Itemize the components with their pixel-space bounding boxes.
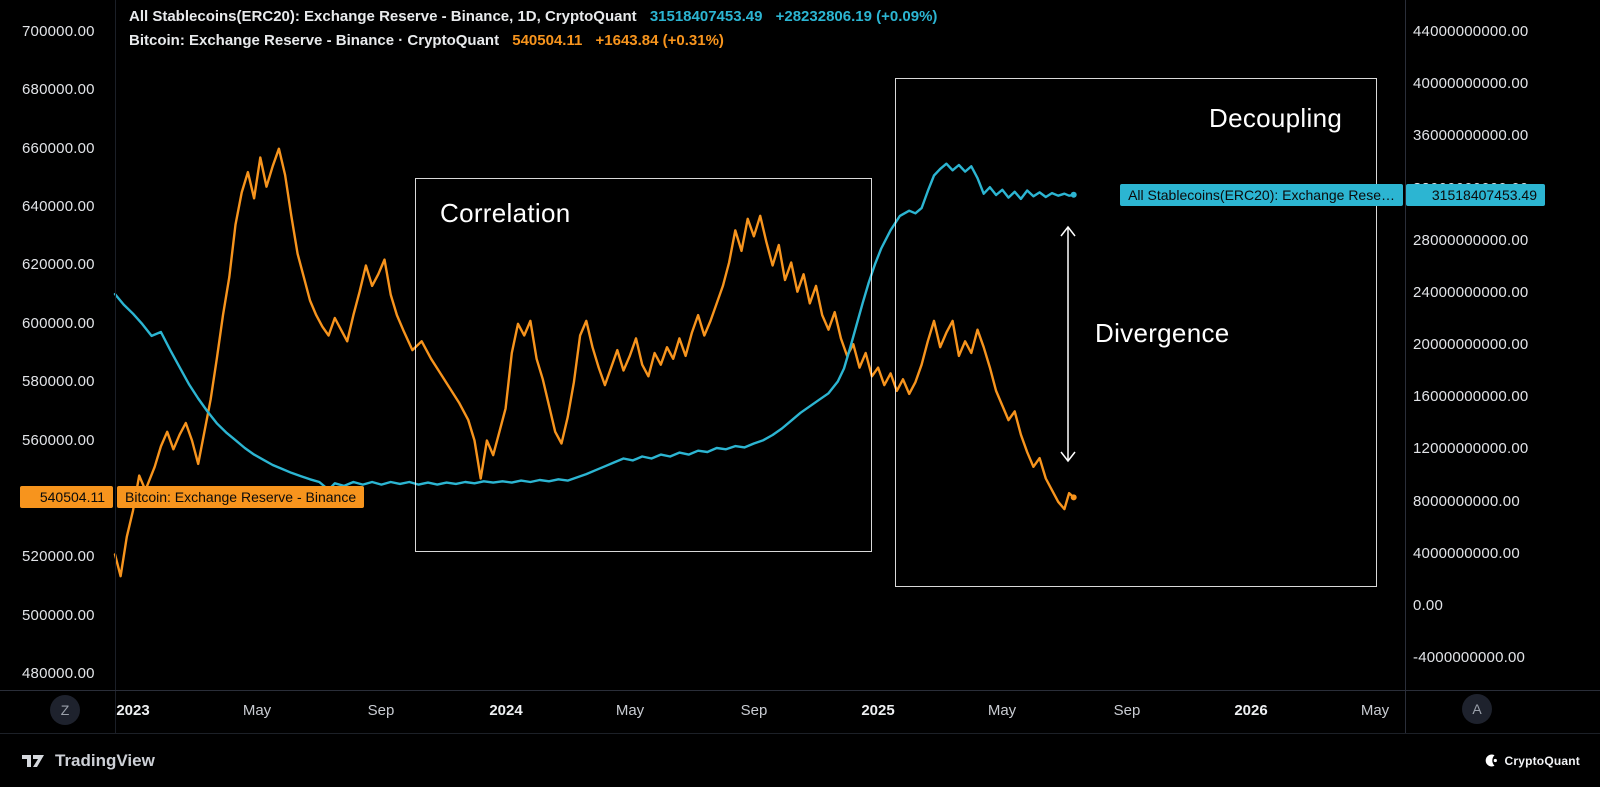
legend-title-stablecoins: All Stablecoins(ERC20): Exchange Reserve… — [129, 8, 637, 25]
legend: All Stablecoins(ERC20): Exchange Reserve… — [129, 5, 937, 53]
legend-row-stablecoins[interactable]: All Stablecoins(ERC20): Exchange Reserve… — [129, 5, 937, 29]
axis-tick-label: 16000000000.00 — [1413, 388, 1529, 405]
legend-change-stablecoins: +28232806.19 (+0.09%) — [775, 8, 938, 25]
axis-tick-label: 2023 — [116, 702, 150, 719]
axis-tick-label: 680000.00 — [22, 81, 95, 98]
time-axis[interactable]: 2023 May Sep 2024 May Sep 2025 May Sep 2026 May Z … — [0, 690, 1600, 734]
axis-tick-label: 2026 — [1234, 702, 1268, 719]
tradingview-icon — [22, 754, 44, 767]
divergence-arrow[interactable] — [1050, 222, 1086, 466]
legend-row-bitcoin[interactable]: Bitcoin: Exchange Reserve - Binance · Cr… — [129, 29, 937, 53]
axis-tick-label: 500000.00 — [22, 607, 95, 624]
axis-tick-label: 560000.00 — [22, 432, 95, 449]
plot-area[interactable]: 700000.00 680000.00 660000.00 640000.00 6200… — [0, 0, 1600, 733]
tradingview-logo-link[interactable]: TradingView — [20, 751, 155, 771]
decoupling-label[interactable]: Decoupling — [1209, 103, 1343, 133]
axis-tick-label: 12000000000.00 — [1413, 440, 1529, 457]
right-axis-border — [1405, 0, 1406, 733]
divergence-label[interactable]: Divergence — [1095, 318, 1230, 348]
stablecoin-price-label: 31518407453.49 — [1406, 184, 1545, 206]
btc-series-tag: Bitcoin: Exchange Reserve - Binance — [117, 486, 365, 508]
axis-tick-label: 2024 — [489, 702, 523, 719]
axis-tick-label: 580000.00 — [22, 373, 95, 390]
cryptoquant-icon — [1486, 754, 1498, 767]
axis-tick-label: 660000.00 — [22, 140, 95, 157]
legend-value-stablecoins: 31518407453.49 — [649, 8, 763, 25]
auto-scale-button[interactable]: A — [1462, 694, 1492, 724]
axis-tick-label: 36000000000.00 — [1413, 127, 1529, 144]
series-canvas[interactable] — [0, 0, 1600, 690]
axis-tick-label: 28000000000.00 — [1413, 232, 1529, 249]
axis-tick-label: Sep — [367, 702, 395, 719]
legend-change-bitcoin: +1643.84 (+0.31%) — [595, 32, 724, 49]
axis-tick-label: 620000.00 — [22, 256, 95, 273]
axis-tick-label: May — [242, 702, 272, 719]
cryptoquant-watermark: CryptoQuant — [1485, 754, 1580, 768]
footer-bar: TradingView CryptoQuant — [0, 733, 1600, 787]
axis-tick-label: May — [1360, 702, 1390, 719]
axis-tick-label: May — [615, 702, 645, 719]
axis-tick-label: 640000.00 — [22, 198, 95, 215]
axis-tick-label: -4000000000.00 — [1413, 649, 1526, 666]
legend-title-bitcoin: Bitcoin: Exchange Reserve - Binance · Cr… — [129, 32, 500, 49]
axis-tick-label: 600000.00 — [22, 315, 95, 332]
axis-tick-label: 8000000000.00 — [1413, 493, 1520, 510]
axis-tick-label: 40000000000.00 — [1413, 75, 1529, 92]
series-end-dot-bitcoin — [1070, 494, 1077, 501]
axis-tick-label: May — [987, 702, 1017, 719]
decoupling-box[interactable] — [895, 78, 1377, 587]
axis-tick-label: 700000.00 — [22, 23, 95, 40]
axis-tick-label: 520000.00 — [22, 548, 95, 565]
axis-tick-label: Sep — [1113, 702, 1141, 719]
left-axis-border — [115, 0, 116, 733]
series-line-stablecoins[interactable] — [113, 162, 1075, 491]
axis-tick-label: 4000000000.00 — [1413, 545, 1520, 562]
series-line-bitcoin[interactable] — [113, 147, 1075, 578]
correlation-label[interactable]: Correlation — [440, 198, 571, 228]
axis-tick-label: 480000.00 — [22, 665, 95, 682]
z-button[interactable]: Z — [50, 695, 80, 725]
axis-tick-label: 20000000000.00 — [1413, 336, 1529, 353]
series-end-dot-stablecoins — [1070, 191, 1077, 198]
btc-price-label: 540504.11 — [20, 486, 113, 508]
cryptoquant-label: CryptoQuant — [1504, 753, 1580, 768]
correlation-box[interactable] — [415, 178, 872, 552]
stablecoin-series-tag: All Stablecoins(ERC20): Exchange Rese… — [1120, 184, 1403, 206]
legend-value-bitcoin: 540504.11 — [512, 32, 583, 49]
axis-tick-label: Sep — [740, 702, 768, 719]
axis-tick-label: 2025 — [861, 702, 895, 719]
tradingview-label: TradingView — [55, 750, 155, 770]
axis-tick-label: 24000000000.00 — [1413, 284, 1529, 301]
axis-tick-label: 44000000000.00 — [1413, 23, 1529, 40]
axis-tick-label: 0.00 — [1413, 597, 1443, 614]
